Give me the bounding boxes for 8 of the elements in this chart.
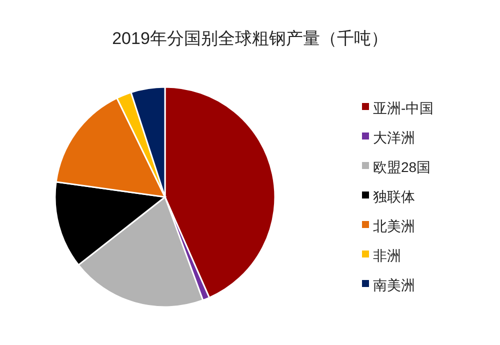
legend-label: 非洲: [373, 248, 401, 264]
legend-label: 南美洲: [373, 277, 415, 293]
legend-label: 大洋洲: [373, 130, 415, 146]
legend-label: 北美洲: [373, 218, 415, 234]
legend-label: 亚洲-中国: [373, 100, 434, 116]
chart-title: 2019年分国别全球粗钢产量（千吨）: [112, 29, 388, 48]
legend-label: 独联体: [373, 188, 415, 204]
legend-label: 欧盟28国: [373, 159, 431, 175]
